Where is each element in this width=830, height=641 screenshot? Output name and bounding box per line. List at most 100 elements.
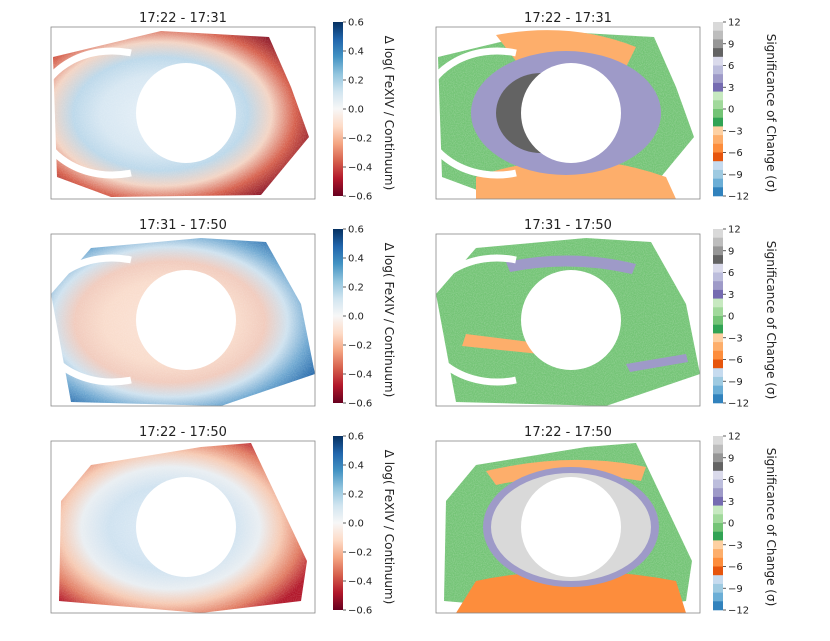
colorbar: 12 9 6 3 0 −3 −6 −9 −12 Significance of Change (σ… <box>713 432 778 617</box>
colorbar-bin <box>713 394 723 404</box>
colorbar-tick-label: 0.0 <box>348 105 364 116</box>
colorbar-bin <box>713 488 723 498</box>
region-negative <box>462 334 546 354</box>
colorbar-tick-label: −6 <box>728 148 743 159</box>
colorbar-tick-label: −9 <box>728 377 743 388</box>
colorbar: 12 9 6 3 0 −3 −6 −9 −12 Significance of Change (σ… <box>713 225 778 410</box>
occulter-arc <box>436 47 517 179</box>
colorbar-bin <box>713 436 723 445</box>
colorbar-bin <box>713 298 723 308</box>
panel-title: 17:31 - 17:50 <box>524 218 612 233</box>
colorbar-bin <box>713 316 723 325</box>
region-positive <box>626 354 688 372</box>
colorbar-tick-label: 0.0 <box>348 312 364 323</box>
colorbar-tick-label: −0.2 <box>348 341 372 352</box>
occulting-disk <box>136 477 236 577</box>
colorbar-tick-label: −3 <box>728 126 743 137</box>
colorbar-bin <box>713 30 723 40</box>
colorbar-tick-label: 0 <box>728 519 734 530</box>
colorbar-bin <box>713 333 723 343</box>
colorbar-bin <box>713 229 723 238</box>
axes-frame <box>435 440 701 614</box>
colorbar-tick-label: 0.2 <box>348 283 364 294</box>
colorbar-tick-label: 3 <box>728 83 734 94</box>
colorbar-tick-label: 9 <box>728 453 734 464</box>
colorbar-tick-label: 12 <box>728 225 741 236</box>
colorbar-bin <box>713 109 723 118</box>
colorbar-tick-label: 0.4 <box>348 47 364 58</box>
axes-frame <box>50 440 316 614</box>
panel-bottom-left: 17:22 - 17:50 0.6 0.4 0.2 0.0 −0.2 −0.4 −0.6 Δ l… <box>50 425 396 617</box>
colorbar-bin <box>713 385 723 395</box>
colorbar-tick-label: 0.6 <box>348 225 364 236</box>
colorbar-bin <box>713 592 723 602</box>
colorbar-bin <box>713 359 723 369</box>
colorbar-bin <box>713 453 723 463</box>
occulter-arc <box>51 254 132 386</box>
colorbar-bin <box>713 444 723 454</box>
colorbar-tick-label: 3 <box>728 290 734 301</box>
colorbar-tick-label: 6 <box>728 268 734 279</box>
colorbar-tick-label: −12 <box>728 192 749 203</box>
colorbar-bin <box>713 376 723 386</box>
colorbar-tick-label: −12 <box>728 399 749 410</box>
colorbar-tick-label: −3 <box>728 333 743 344</box>
colorbar: 12 9 6 3 0 −3 −6 −9 −12 Significance of Change (σ… <box>713 18 778 203</box>
colorbar-bin <box>713 549 723 559</box>
panel-title: 17:22 - 17:50 <box>524 425 612 440</box>
panel-middle-left: 17:31 - 17:50 0.6 0.4 0.2 0.0 −0.2 −0.4 −0.6 Δ l… <box>50 218 396 410</box>
colorbar-bin <box>713 169 723 179</box>
colorbar-tick-label: −0.4 <box>348 163 372 174</box>
panel-title: 17:22 - 17:31 <box>524 11 612 26</box>
colorbar-tick-label: −0.6 <box>348 606 372 617</box>
colorbar-bin <box>713 246 723 256</box>
colorbar-gradient <box>333 229 343 403</box>
colorbar-tick-label: 0.2 <box>348 490 364 501</box>
colorbar-bin <box>713 523 723 532</box>
region-negative <box>476 160 676 199</box>
colorbar-bin <box>713 496 723 506</box>
panel-middle-right: 17:31 - 17:50 12 9 6 3 0 −3 −6 −9 −12 Significance… <box>435 218 778 410</box>
heatmap-image <box>59 443 307 613</box>
colorbar-bin <box>713 350 723 360</box>
colorbar-label: Δ log( FeXIV / Continuum) <box>382 450 396 605</box>
colorbar-tick-label: −9 <box>728 584 743 595</box>
colorbar-bin <box>713 82 723 92</box>
colorbar-bin <box>713 324 723 334</box>
occulting-disk <box>136 270 236 370</box>
panel-title: 17:22 - 17:31 <box>139 11 227 26</box>
region-negative <box>456 571 686 613</box>
colorbar-tick-label: −0.4 <box>348 370 372 381</box>
colorbar-bin <box>713 281 723 291</box>
occulting-disk <box>521 270 621 370</box>
colorbar-bin <box>713 22 723 31</box>
colorbar-tick-label: 6 <box>728 61 734 72</box>
colorbar-bin <box>713 505 723 515</box>
colorbar-bin <box>713 237 723 247</box>
colorbar-tick-label: 0.4 <box>348 254 364 265</box>
colorbar-tick-label: 0 <box>728 312 734 323</box>
colorbar-bin <box>713 531 723 541</box>
occulter-arc <box>51 47 132 179</box>
colorbar-label: Significance of Change (σ) <box>764 34 778 193</box>
colorbar-bin <box>713 575 723 585</box>
colorbar-tick-label: 12 <box>728 18 741 29</box>
colorbar-bin <box>713 126 723 136</box>
colorbar-bin <box>713 74 723 84</box>
colorbar-tick-label: 6 <box>728 475 734 486</box>
colorbar-bin <box>713 566 723 576</box>
panel-top-right: 17:22 - 17:31 12 9 6 3 0 −3 −6 −9 −12 Significance… <box>435 11 778 203</box>
heatmap-image <box>51 238 315 406</box>
panel-title: 17:22 - 17:50 <box>139 425 227 440</box>
colorbar-bin <box>713 255 723 265</box>
colorbar-bin <box>713 152 723 162</box>
colorbar-bin <box>713 272 723 282</box>
heatmap-image <box>436 238 700 406</box>
colorbar-bin <box>713 39 723 49</box>
colorbar-bin <box>713 470 723 480</box>
colorbar-bin <box>713 56 723 66</box>
axes-frame <box>435 26 701 200</box>
colorbar-bin <box>713 462 723 472</box>
occulting-disk <box>521 63 621 163</box>
